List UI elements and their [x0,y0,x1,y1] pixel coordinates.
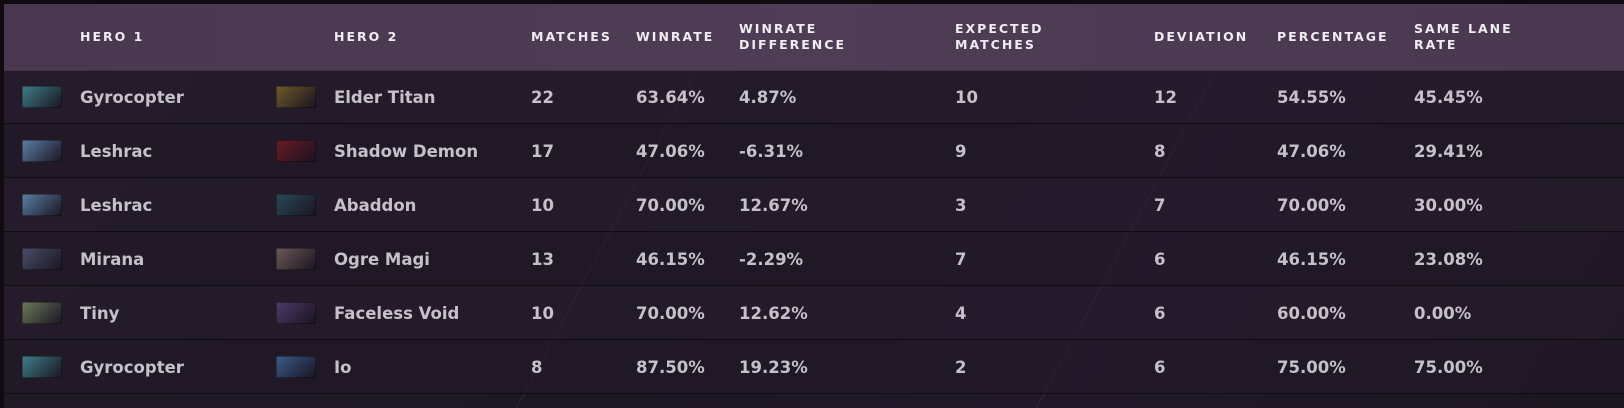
hero1-name-link[interactable]: Gyrocopter [80,87,184,107]
table-row: Tiny Faceless Void 10 70.00% 12.62% 4 6 60.00% 0… [4,286,1624,340]
matches-cell: 17 [531,141,554,161]
header-matches[interactable]: MATCHES [531,4,612,70]
winrate-difference-cell: -6.31% [739,141,804,161]
table-row: Mirana Ogre Magi 13 46.15% -2.29% 7 6 46.15% 23.… [4,232,1624,286]
matches-cell: 22 [531,87,554,107]
header-expected-matches-line2: MATCHES [955,37,1036,52]
percentage-cell: 47.06% [1277,141,1346,161]
hero1-name-link[interactable]: Tiny [80,303,120,323]
winrate-difference-cell: 4.87% [739,87,797,107]
header-percentage-label: PERCENTAGE [1277,29,1389,44]
table-row: Leshrac Shadow Demon 17 47.06% -6.31% 9 8 47.06… [4,124,1624,178]
matches-cell: 13 [531,249,554,269]
header-hero2-label: HERO 2 [334,29,399,44]
deviation-cell: 7 [1154,195,1166,215]
header-hero2[interactable]: HERO 2 [334,4,398,70]
hero2-name-link[interactable]: Io [334,357,352,377]
deviation-cell: 6 [1154,303,1166,323]
winrate-cell: 63.64% [636,87,705,107]
table-row: Gyrocopter Elder Titan 22 63.64% 4.87% 10 12 54… [4,70,1624,124]
hero2-name-link[interactable]: Ogre Magi [334,249,430,269]
expected-matches-cell: 7 [955,249,967,269]
mirana-portrait-icon[interactable] [22,248,62,270]
gyrocopter-portrait-icon[interactable] [22,86,62,108]
hero2-name-link[interactable]: Shadow Demon [334,141,479,161]
header-same-lane-rate[interactable]: SAME LANE RATE [1414,4,1513,70]
deviation-cell: 12 [1154,87,1177,107]
header-same-lane-rate-line2: RATE [1414,37,1458,52]
winrate-cell: 47.06% [636,141,705,161]
abaddon-portrait-icon[interactable] [276,194,316,216]
percentage-cell: 54.55% [1277,87,1346,107]
table-row: Leshrac Abaddon 10 70.00% 12.67% 3 7 70.00% 30.0… [4,178,1624,232]
deviation-cell: 6 [1154,249,1166,269]
header-hero1-label: HERO 1 [80,29,145,44]
leshrac-portrait-icon[interactable] [22,194,62,216]
gyrocopter-portrait-icon[interactable] [22,356,62,378]
same-lane-rate-cell: 30.00% [1414,195,1483,215]
hero1-name-link[interactable]: Leshrac [80,141,153,161]
same-lane-rate-cell: 45.45% [1414,87,1483,107]
header-winrate[interactable]: WINRATE [636,4,714,70]
winrate-difference-cell: -2.29% [739,249,804,269]
header-matches-label: MATCHES [531,29,612,44]
faceless-void-portrait-icon[interactable] [276,302,316,324]
winrate-cell: 70.00% [636,195,705,215]
tiny-portrait-icon[interactable] [22,302,62,324]
winrate-difference-cell: 19.23% [739,357,808,377]
hero1-name-link[interactable]: Leshrac [80,195,153,215]
header-expected-matches-line1: EXPECTED [955,21,1044,36]
winrate-cell: 87.50% [636,357,705,377]
expected-matches-cell: 3 [955,195,967,215]
winrate-difference-cell: 12.67% [739,195,808,215]
expected-matches-cell: 9 [955,141,967,161]
percentage-cell: 60.00% [1277,303,1346,323]
same-lane-rate-cell: 23.08% [1414,249,1483,269]
ogre-magi-portrait-icon[interactable] [276,248,316,270]
hero1-name-link[interactable]: Mirana [80,249,145,269]
shadow-demon-portrait-icon[interactable] [276,140,316,162]
elder-titan-portrait-icon[interactable] [276,86,316,108]
expected-matches-cell: 2 [955,357,967,377]
header-winrate-difference-line2: DIFFERENCE [739,37,846,52]
header-winrate-difference-line1: WINRATE [739,21,818,36]
header-winrate-difference[interactable]: WINRATE DIFFERENCE [739,4,846,70]
matches-cell: 8 [531,357,543,377]
percentage-cell: 46.15% [1277,249,1346,269]
header-hero1[interactable]: HERO 1 [80,4,144,70]
hero-pairs-table: HERO 1 HERO 2 MATCHES WINRATE WINRATE DI… [4,4,1624,408]
deviation-cell: 8 [1154,141,1166,161]
header-same-lane-rate-line1: SAME LANE [1414,21,1513,36]
winrate-difference-cell: 12.62% [739,303,808,323]
percentage-cell: 75.00% [1277,357,1346,377]
io-portrait-icon[interactable] [276,356,316,378]
winrate-cell: 70.00% [636,303,705,323]
same-lane-rate-cell: 29.41% [1414,141,1483,161]
hero1-name-link[interactable]: Gyrocopter [80,357,184,377]
winrate-cell: 46.15% [636,249,705,269]
percentage-cell: 70.00% [1277,195,1346,215]
expected-matches-cell: 10 [955,87,978,107]
header-winrate-label: WINRATE [636,29,715,44]
expected-matches-cell: 4 [955,303,967,323]
table-body: Gyrocopter Elder Titan 22 63.64% 4.87% 10 12 54… [4,70,1624,408]
matches-cell: 10 [531,303,554,323]
leshrac-portrait-icon[interactable] [22,140,62,162]
deviation-cell: 6 [1154,357,1166,377]
hero2-name-link[interactable]: Abaddon [334,195,417,215]
header-expected-matches[interactable]: EXPECTED MATCHES [955,4,1044,70]
hero2-name-link[interactable]: Faceless Void [334,303,460,323]
header-deviation-label: DEVIATION [1154,29,1249,44]
table-header: HERO 1 HERO 2 MATCHES WINRATE WINRATE DI… [4,4,1624,71]
table-row: Gyrocopter Io 8 87.50% 19.23% 2 6 75.00% 75.00% [4,340,1624,394]
header-percentage[interactable]: PERCENTAGE [1277,4,1389,70]
matches-cell: 10 [531,195,554,215]
hero2-name-link[interactable]: Elder Titan [334,87,436,107]
header-deviation[interactable]: DEVIATION [1154,4,1248,70]
same-lane-rate-cell: 75.00% [1414,357,1483,377]
same-lane-rate-cell: 0.00% [1414,303,1472,323]
